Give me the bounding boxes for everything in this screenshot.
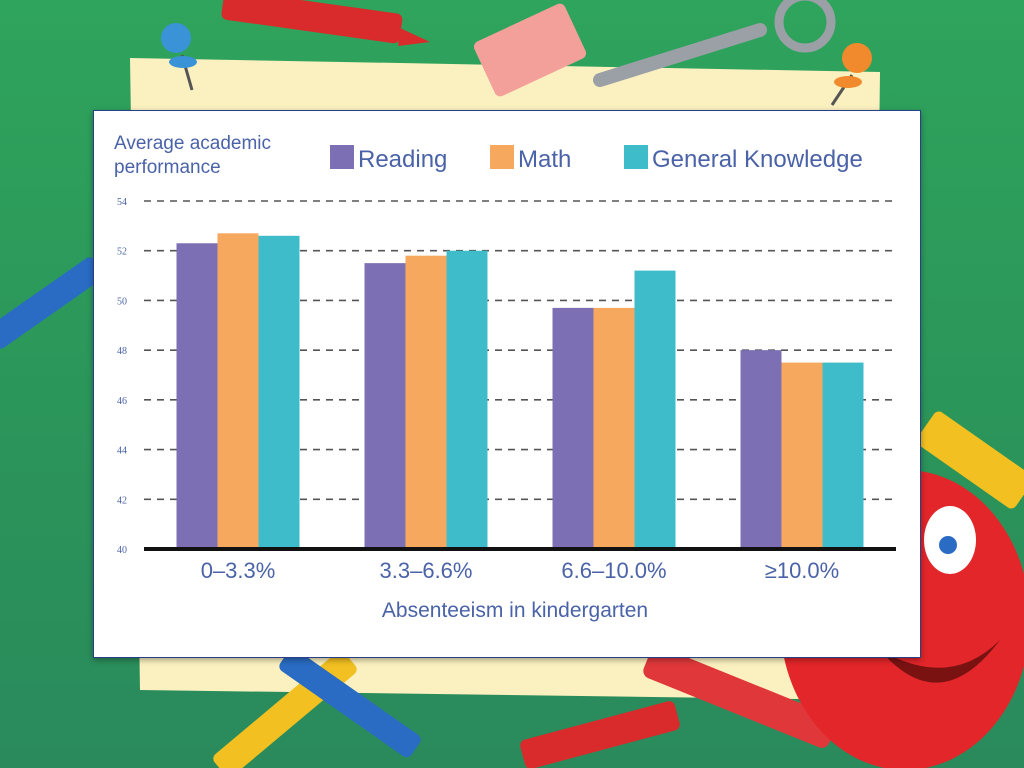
y-tick-label: 40 xyxy=(117,545,127,556)
bar-general-knowledge xyxy=(258,235,300,550)
orange-pushpin-icon xyxy=(830,43,872,106)
legend-label-general-knowledge: General Knowledge xyxy=(652,146,863,173)
legend-swatch-reading xyxy=(330,145,354,169)
bar-reading xyxy=(740,350,782,549)
eraser-icon xyxy=(473,3,587,97)
category-label: ≥10.0% xyxy=(765,558,839,583)
y-tick-label: 52 xyxy=(117,247,127,258)
legend-label-math: Math xyxy=(518,146,571,173)
category-label: 3.3–6.6% xyxy=(380,558,473,583)
scissors-icon xyxy=(593,0,836,87)
legend-label-reading: Reading xyxy=(358,146,447,173)
legend-swatch-general-knowledge xyxy=(624,145,648,169)
chart-card: Average academic performance Reading Mat… xyxy=(93,110,921,658)
category-label: 6.6–10.0% xyxy=(561,558,666,583)
y-tick-label: 42 xyxy=(117,495,127,506)
y-axis-title-line-1: Average academic xyxy=(114,133,271,154)
bar-general-knowledge xyxy=(634,270,676,549)
y-tick-label: 46 xyxy=(117,396,127,407)
bar-reading xyxy=(364,263,406,549)
y-tick-label: 44 xyxy=(117,446,127,457)
bar-general-knowledge xyxy=(446,250,488,549)
y-tick-label: 48 xyxy=(117,346,127,357)
bar-math xyxy=(217,233,259,550)
bar-math xyxy=(405,255,447,549)
y-tick-label: 54 xyxy=(117,197,127,208)
y-tick-label: 50 xyxy=(117,296,127,307)
category-label: 0–3.3% xyxy=(201,558,276,583)
bar-chart: Average academic performance Reading Mat… xyxy=(114,133,896,622)
bar-math xyxy=(781,362,823,549)
legend: Reading Math General Knowledge xyxy=(330,145,863,173)
bar-reading xyxy=(552,307,594,549)
y-tick-labels: 40 42 44 46 48 50 52 54 xyxy=(117,197,127,556)
crayons-bottom-icon xyxy=(213,646,837,768)
red-crayon-icon xyxy=(221,0,430,46)
x-axis-title: Absenteeism in kindergarten xyxy=(382,599,648,622)
bar-general-knowledge xyxy=(822,362,864,549)
legend-swatch-math xyxy=(490,145,514,169)
bars xyxy=(176,233,864,550)
category-labels: 0–3.3% 3.3–6.6% 6.6–10.0% ≥10.0% xyxy=(201,558,840,583)
blue-crayon-icon xyxy=(0,257,104,349)
blue-pushpin-icon xyxy=(161,23,197,91)
bar-reading xyxy=(176,243,218,549)
bar-math xyxy=(593,307,635,549)
y-axis-title-line-2: performance xyxy=(114,157,221,178)
